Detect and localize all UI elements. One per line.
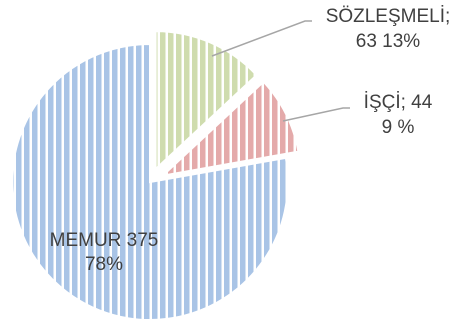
label-isci-line2: 9 % [382,117,415,138]
leader-line-isci [282,107,350,122]
label-sozlesmeli-line2: 63 13% [356,31,421,52]
label-isci-line1: İŞÇİ; 44 [364,92,433,113]
label-memur-line1: MEMUR 375 [50,230,159,251]
pie-slice-memur [11,42,289,321]
label-memur-line2: 78% [85,254,123,275]
pie-slice-isci [159,80,300,178]
pie-slice-sozlesmeli [154,30,259,172]
label-sozlesmeli-line1: SÖZLEŞMELİ; [326,6,451,27]
leader-line-sozlesmeli [211,20,312,57]
